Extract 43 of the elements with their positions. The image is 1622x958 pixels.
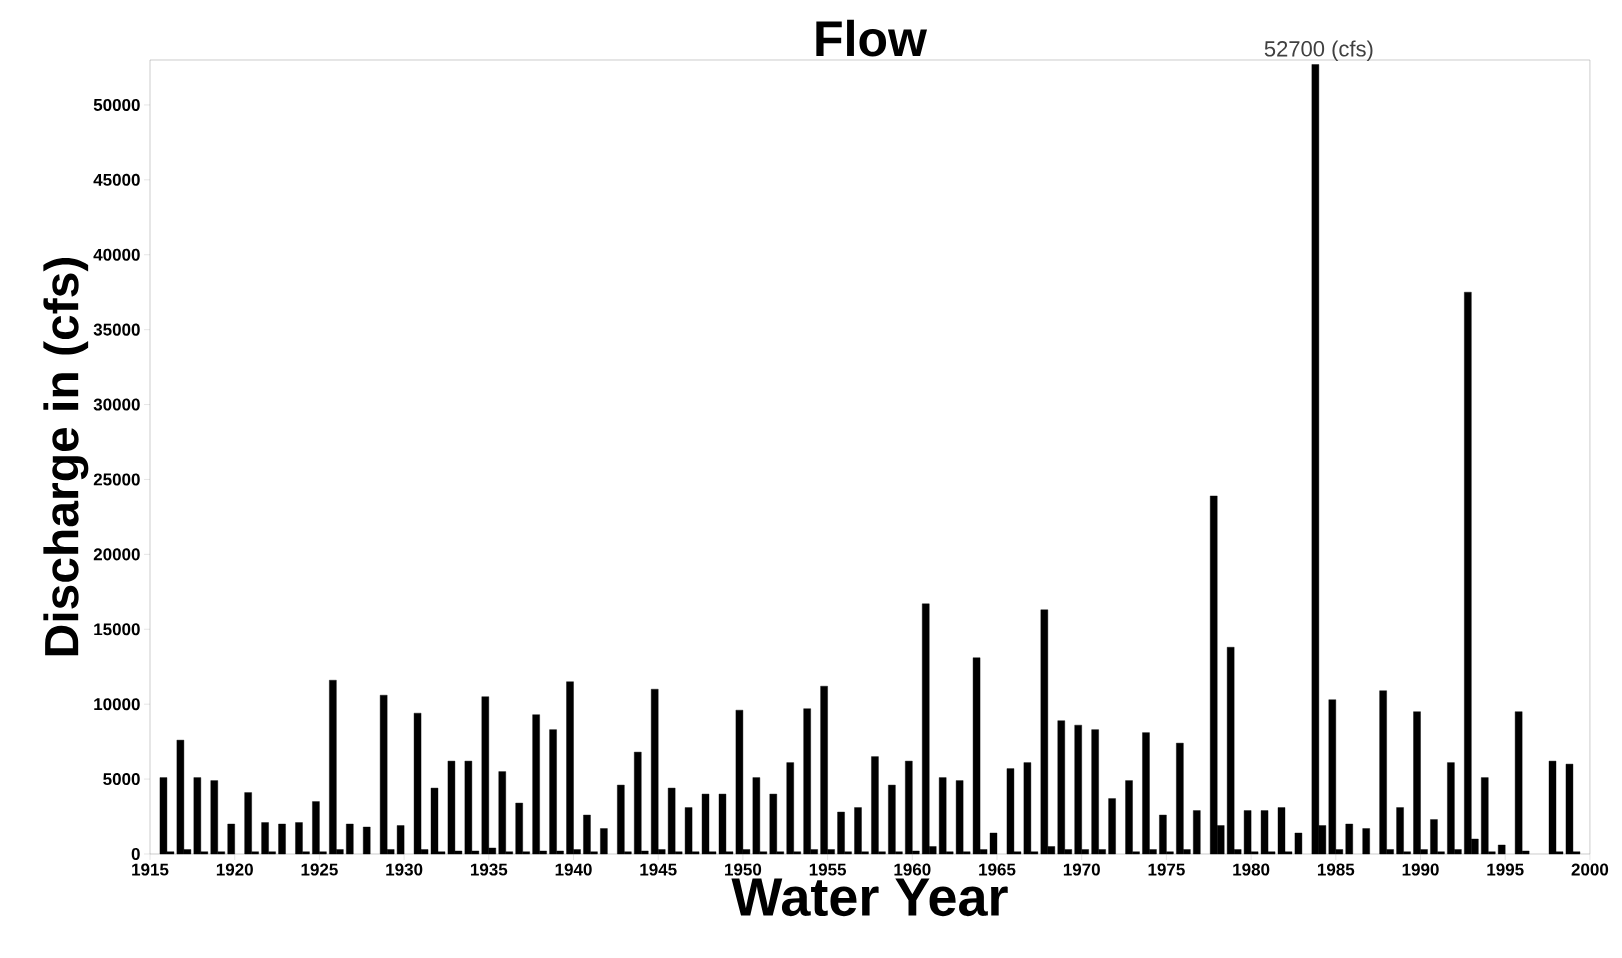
x-axis-title: Water Year bbox=[731, 878, 1008, 917]
y-tick-label: 30000 bbox=[93, 398, 140, 411]
chart-title: Flow bbox=[816, 19, 928, 57]
y-tick-label: 0 bbox=[131, 847, 140, 861]
y-tick-label: 50000 bbox=[93, 98, 140, 111]
y-tick-label: 10000 bbox=[94, 698, 140, 711]
y-tick-label: 20000 bbox=[93, 548, 140, 561]
x-tick-label: 1915 bbox=[132, 863, 169, 876]
x-tick-label: 2000 bbox=[1571, 863, 1609, 876]
x-tick-label: 1980 bbox=[1233, 863, 1270, 876]
x-tick-label: 1935 bbox=[470, 863, 508, 876]
x-tick-label: 1990 bbox=[1402, 863, 1439, 876]
annotation: 52700 (cfs) bbox=[1264, 40, 1373, 61]
bar bbox=[346, 823, 354, 855]
x-tick-label: 1985 bbox=[1317, 863, 1355, 876]
y-tick-label: 5000 bbox=[103, 773, 140, 786]
bar bbox=[1362, 828, 1370, 855]
bar bbox=[1193, 810, 1201, 855]
x-tick-label: 1945 bbox=[640, 863, 677, 876]
x-tick-label: 1925 bbox=[301, 863, 338, 876]
x-tick-label: 1995 bbox=[1487, 863, 1524, 876]
x-tick-label: 1940 bbox=[555, 863, 592, 876]
x-tick-label: 1975 bbox=[1148, 863, 1185, 876]
x-tick-label: 1950 bbox=[725, 863, 762, 876]
x-tick-label: 1970 bbox=[1063, 863, 1100, 876]
y-axis-title: Discharge in (cfs) bbox=[43, 258, 89, 656]
x-tick-label: 1960 bbox=[894, 863, 931, 876]
y-tick-label: 45000 bbox=[93, 173, 140, 186]
bar bbox=[278, 823, 286, 855]
y-tick-label: 15000 bbox=[94, 623, 140, 636]
y-tick-label: 25000 bbox=[93, 473, 140, 486]
bar bbox=[1345, 823, 1353, 855]
y-tick-label: 40000 bbox=[93, 248, 140, 261]
y-tick-label: 35000 bbox=[93, 323, 140, 336]
bar bbox=[363, 826, 371, 855]
x-tick-label: 1920 bbox=[216, 863, 253, 876]
bar bbox=[1108, 798, 1116, 855]
bar bbox=[227, 823, 235, 855]
x-tick-label: 1965 bbox=[979, 863, 1016, 876]
bar bbox=[1498, 844, 1506, 855]
bar bbox=[600, 828, 608, 855]
x-tick-label: 1955 bbox=[809, 863, 847, 876]
x-tick-label: 1930 bbox=[386, 863, 423, 876]
